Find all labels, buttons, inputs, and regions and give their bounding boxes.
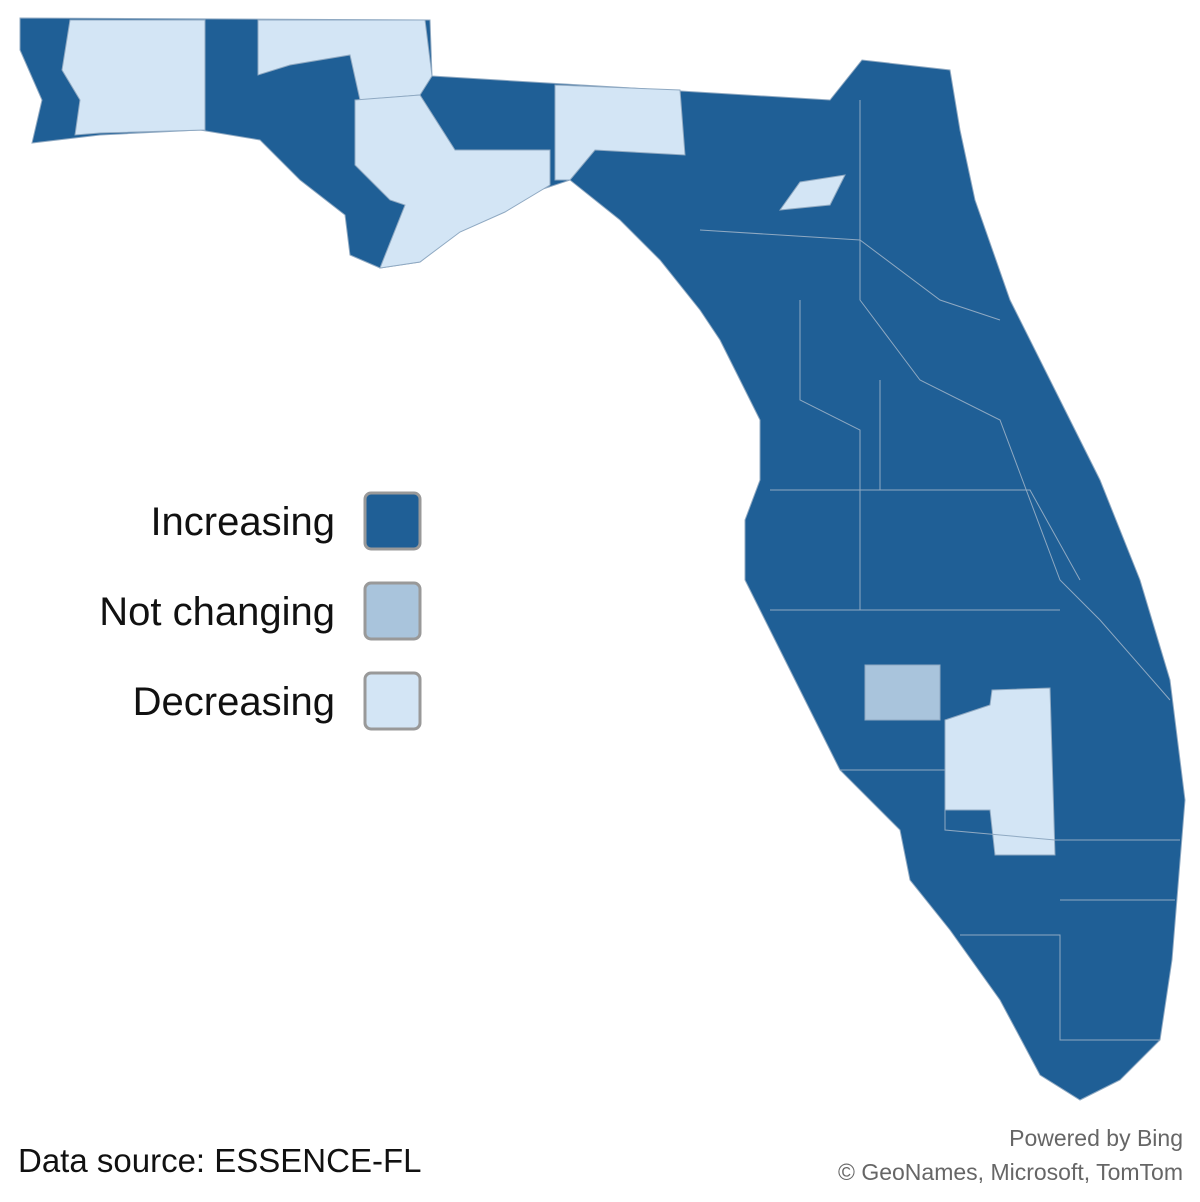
- legend: Increasing Not changing Decreasing: [99, 491, 422, 731]
- county-lines: [699, 100, 1180, 1041]
- county-line: [770, 489, 1081, 581]
- legend-swatch: [363, 491, 422, 551]
- legend-label: Decreasing: [133, 680, 335, 724]
- legend-label: Increasing: [150, 500, 335, 544]
- legend-swatch: [363, 671, 422, 731]
- county-line: [799, 300, 861, 610]
- region-decreasing: [354, 94, 551, 269]
- county-line: [859, 100, 1171, 701]
- county-line: [840, 769, 1180, 841]
- attribution: © GeoNames, Microsoft, TomTom: [838, 1159, 1183, 1185]
- region-decreasing: [554, 84, 686, 181]
- county-line: [960, 934, 1160, 1041]
- legend-swatch: [363, 581, 422, 641]
- county-line: [699, 229, 1001, 321]
- region-increasing: [19, 17, 1186, 1101]
- attribution: Powered by Bing: [1009, 1125, 1183, 1151]
- data-source: Data source: ESSENCE-FL: [18, 1142, 421, 1179]
- region-decreasing: [944, 687, 1056, 856]
- region-decreasing: [778, 174, 846, 211]
- florida-map: [19, 17, 1186, 1101]
- region-not-changing: [864, 664, 941, 721]
- legend-label: Not changing: [99, 590, 335, 634]
- region-decreasing: [61, 19, 206, 136]
